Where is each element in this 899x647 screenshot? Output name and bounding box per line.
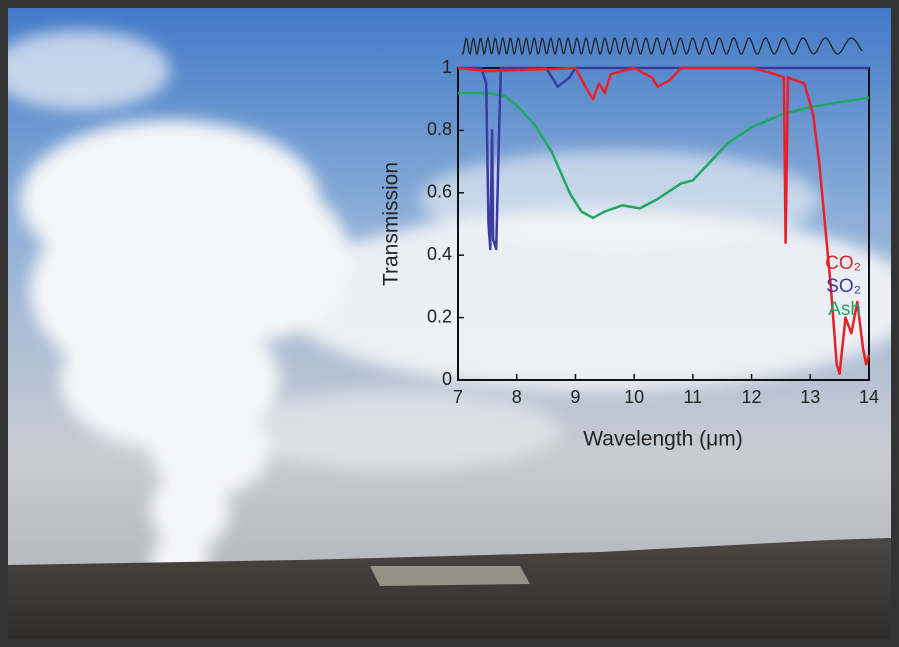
- legend-label: SO₂: [826, 276, 861, 297]
- chart: Wavelength (μm) Transmission 78910111213…: [0, 0, 899, 647]
- y-tick-label: 0.8: [427, 119, 452, 139]
- x-axis-label: Wavelength (μm): [583, 428, 743, 451]
- x-tick-label: 8: [512, 387, 522, 407]
- x-tick-label: 7: [453, 387, 463, 407]
- x-tick-label: 14: [859, 387, 879, 407]
- x-tick-label: 11: [684, 387, 703, 407]
- y-tick-label: 1: [442, 57, 452, 77]
- y-tick-label: 0.2: [427, 306, 452, 326]
- legend-label: CO₂: [825, 253, 861, 274]
- y-axis-label: Transmission: [380, 162, 403, 286]
- x-tick-label: 10: [624, 387, 644, 407]
- y-tick-label: 0: [442, 369, 452, 389]
- x-tick-label: 9: [570, 387, 580, 407]
- x-tick-label: 12: [742, 387, 762, 407]
- crater-wall: [370, 566, 530, 586]
- x-tick-label: 13: [800, 387, 820, 407]
- legend-label: Ash: [828, 299, 861, 320]
- y-tick-label: 0.4: [427, 244, 452, 264]
- page: Wavelength (μm) Transmission 78910111213…: [0, 0, 899, 647]
- y-tick-label: 0.6: [427, 182, 452, 202]
